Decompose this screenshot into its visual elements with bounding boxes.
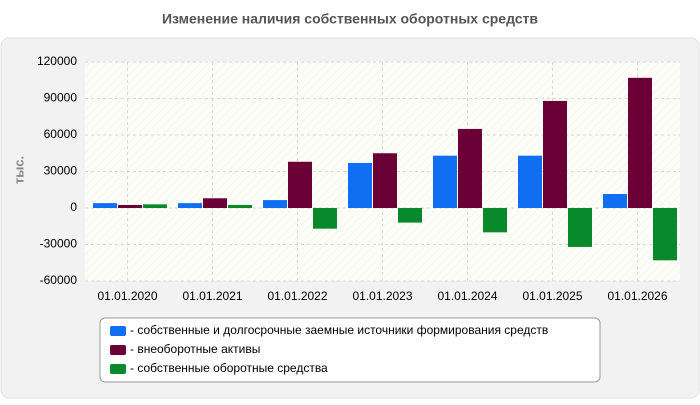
bar — [543, 100, 567, 208]
bar — [93, 203, 117, 208]
bar — [288, 161, 312, 208]
bar — [118, 204, 142, 208]
legend-swatch — [110, 364, 126, 374]
x-tick-label: 01.01.2020 — [97, 289, 157, 303]
x-tick-label: 01.01.2022 — [267, 289, 327, 303]
y-tick-label: 120000 — [37, 54, 77, 68]
y-tick-label: 90000 — [44, 91, 78, 105]
bar — [603, 194, 627, 208]
x-tick-label: 01.01.2026 — [607, 289, 667, 303]
bar — [203, 198, 227, 208]
chart-title: Изменение наличия собственных оборотных … — [162, 11, 538, 27]
bar — [313, 208, 337, 229]
x-tick-label: 01.01.2023 — [352, 289, 412, 303]
bar — [458, 128, 482, 208]
y-tick-label: 30000 — [44, 164, 78, 178]
legend-swatch — [110, 345, 126, 355]
legend-label: - собственные оборотные средства — [130, 361, 328, 375]
bar — [263, 200, 287, 208]
bar — [433, 155, 457, 208]
bar — [653, 208, 677, 261]
legend-swatch — [110, 326, 126, 336]
y-tick-label: 0 — [70, 200, 77, 214]
legend-label: - собственные и долгосрочные заемные ист… — [130, 323, 548, 337]
legend — [99, 317, 601, 383]
bar — [518, 155, 542, 208]
x-tick-label: 01.01.2024 — [437, 289, 497, 303]
x-tick-label: 01.01.2025 — [522, 289, 582, 303]
y-axis-label: тыс. — [11, 156, 26, 184]
y-tick-label: -60000 — [40, 273, 78, 287]
bar — [373, 153, 397, 208]
bar — [143, 204, 167, 208]
bar — [228, 204, 252, 208]
x-tick-label: 01.01.2021 — [182, 289, 242, 303]
y-tick-label: -30000 — [40, 237, 78, 251]
bar — [628, 77, 652, 208]
bar — [178, 203, 202, 208]
bar — [348, 162, 372, 208]
bar — [483, 208, 507, 233]
y-tick-label: 60000 — [44, 127, 78, 141]
legend-label: - внеоборотные активы — [130, 342, 260, 356]
bar — [398, 208, 422, 223]
bar — [568, 208, 592, 247]
